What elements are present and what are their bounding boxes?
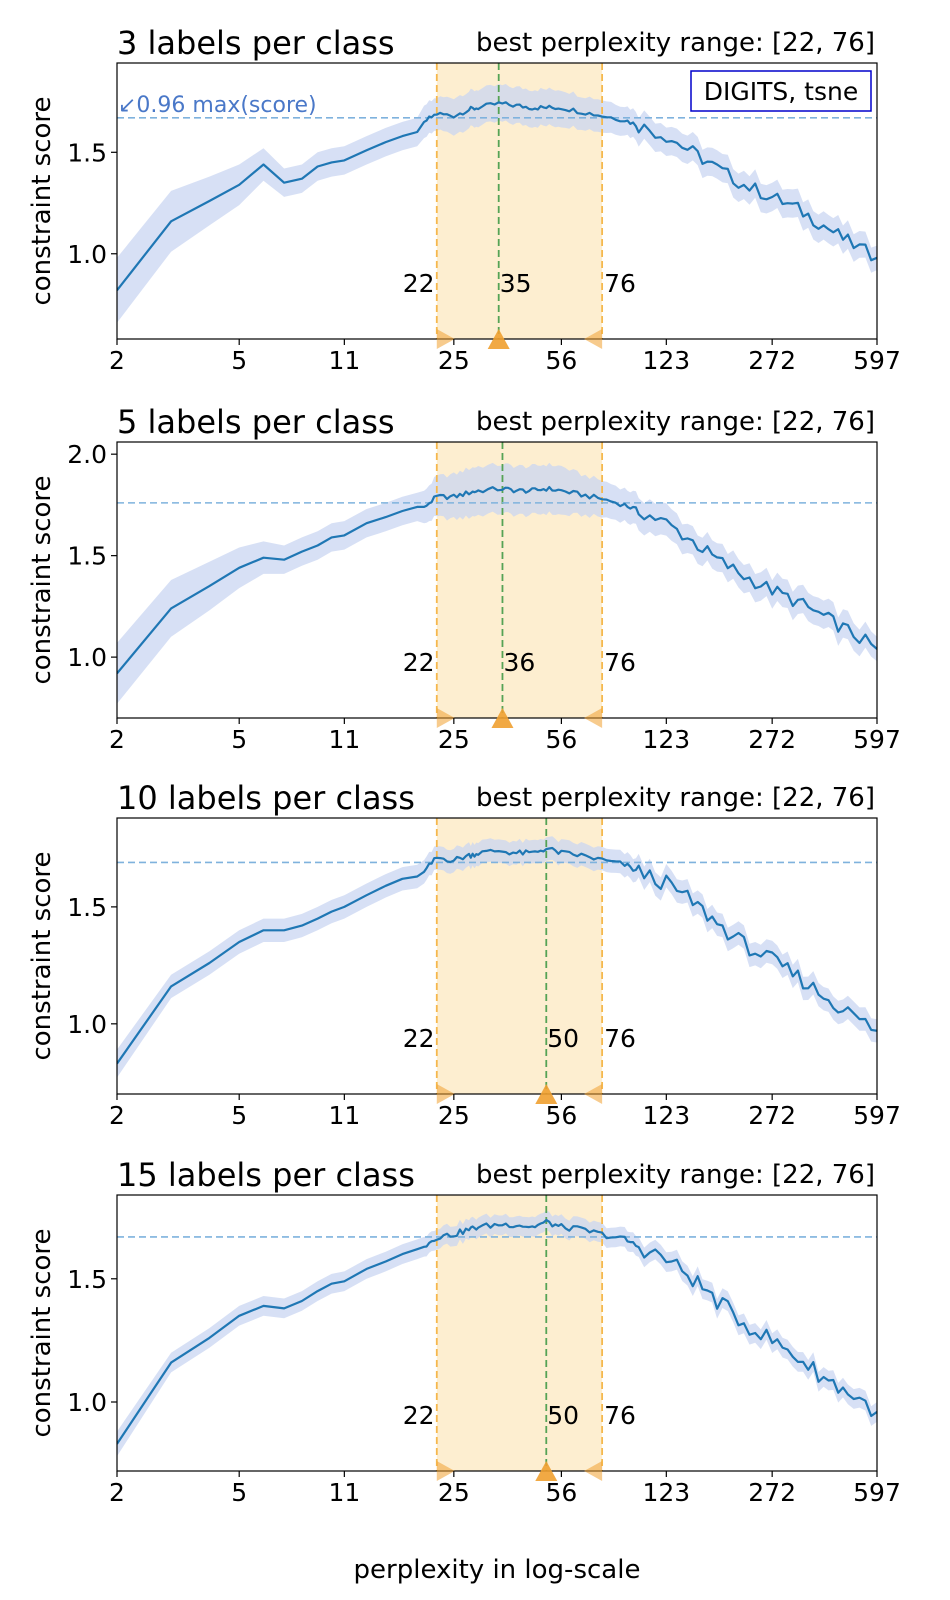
range-min-marker <box>436 1461 455 1481</box>
best-marker <box>487 329 510 349</box>
annotation-best: 50 <box>547 1401 579 1430</box>
error-band <box>117 836 877 1078</box>
x-tick-label: 123 <box>642 346 690 375</box>
annotation-range-max: 76 <box>604 269 636 298</box>
x-tick-label: 123 <box>642 1101 690 1130</box>
chart-subtitle: best perplexity range: [22, 76] <box>476 783 875 813</box>
annotation-range-max: 76 <box>604 1024 636 1053</box>
range-min-marker <box>436 1084 455 1104</box>
x-tick-label: 123 <box>642 1478 690 1507</box>
y-tick-label: 1.5 <box>67 893 107 922</box>
y-axis-label: constraint score <box>27 96 57 305</box>
plot-frame <box>116 817 878 1095</box>
y-tick-label: 1.0 <box>67 1010 107 1039</box>
x-tick-label: 272 <box>748 1478 796 1507</box>
x-tick-label: 5 <box>231 1478 247 1507</box>
y-tick-label: 1.5 <box>67 1265 107 1294</box>
x-axis-label: perplexity in log-scale <box>354 1555 641 1585</box>
x-tick-label: 597 <box>853 1478 901 1507</box>
annotation-range-max: 76 <box>604 648 636 677</box>
annotation-best: 35 <box>500 269 532 298</box>
x-tick-label: 123 <box>642 725 690 754</box>
annotation-best: 50 <box>547 1024 579 1053</box>
x-tick-label: 597 <box>853 725 901 754</box>
chart-title: 10 labels per class <box>117 779 415 817</box>
best-marker <box>491 708 514 728</box>
x-tick-label: 25 <box>438 1101 470 1130</box>
annotation-range-min: 22 <box>403 1401 435 1430</box>
chart-subtitle: best perplexity range: [22, 76] <box>476 407 875 437</box>
x-tick-label: 5 <box>231 725 247 754</box>
error-band <box>117 84 877 323</box>
annotation-range-min: 22 <box>403 269 435 298</box>
range-min-marker <box>436 708 455 728</box>
x-tick-label: 272 <box>748 725 796 754</box>
range-max-marker <box>584 1084 603 1104</box>
y-axis-label: constraint score <box>27 851 57 1060</box>
y-axis-label: constraint score <box>27 1228 57 1437</box>
x-tick-label: 2 <box>109 725 125 754</box>
x-tick-label: 2 <box>109 1101 125 1130</box>
y-axis-label: constraint score <box>27 475 57 684</box>
chart-subtitle: best perplexity range: [22, 76] <box>476 1160 875 1190</box>
annotation-range-min: 22 <box>403 648 435 677</box>
chart-title: 3 labels per class <box>117 24 395 62</box>
range-max-marker <box>584 329 603 349</box>
x-tick-label: 5 <box>231 1101 247 1130</box>
y-tick-label: 1.5 <box>67 138 107 167</box>
y-tick-label: 1.0 <box>67 240 107 269</box>
x-tick-label: 56 <box>545 1478 577 1507</box>
x-tick-label: 25 <box>438 346 470 375</box>
x-tick-label: 56 <box>545 1101 577 1130</box>
annotation-range-min: 22 <box>403 1024 435 1053</box>
x-tick-label: 597 <box>853 346 901 375</box>
plot-frame <box>116 1194 878 1472</box>
score-line <box>117 101 877 291</box>
range-max-marker <box>584 708 603 728</box>
x-tick-label: 2 <box>109 1478 125 1507</box>
chart-title: 5 labels per class <box>117 403 395 441</box>
x-tick-label: 272 <box>748 1101 796 1130</box>
legend-box <box>690 70 872 112</box>
chart-title: 15 labels per class <box>117 1156 415 1194</box>
y-tick-label: 1.0 <box>67 1388 107 1417</box>
score-line <box>117 1218 877 1445</box>
x-tick-label: 272 <box>748 346 796 375</box>
chart-subtitle: best perplexity range: [22, 76] <box>476 28 875 58</box>
x-tick-label: 25 <box>438 725 470 754</box>
score-line <box>117 846 877 1065</box>
y-tick-label: 1.5 <box>67 542 107 571</box>
error-band <box>117 1210 877 1457</box>
x-tick-label: 25 <box>438 1478 470 1507</box>
x-tick-label: 56 <box>545 346 577 375</box>
x-tick-label: 5 <box>231 346 247 375</box>
legend-text: DIGITS, tsne <box>704 77 858 106</box>
max-score-label: ↙0.96 max(score) <box>118 93 317 118</box>
x-tick-label: 11 <box>328 1478 360 1507</box>
x-tick-label: 2 <box>109 346 125 375</box>
best-marker <box>535 1461 558 1481</box>
range-max-marker <box>584 1461 603 1481</box>
y-tick-label: 2.0 <box>67 440 107 469</box>
range-min-marker <box>436 329 455 349</box>
x-tick-label: 11 <box>328 346 360 375</box>
x-tick-label: 11 <box>328 725 360 754</box>
x-tick-label: 56 <box>545 725 577 754</box>
x-tick-label: 597 <box>853 1101 901 1130</box>
x-tick-label: 11 <box>328 1101 360 1130</box>
best-marker <box>535 1084 558 1104</box>
y-tick-label: 1.0 <box>67 643 107 672</box>
annotation-best: 36 <box>503 648 535 677</box>
score-line <box>117 486 877 675</box>
error-band <box>117 462 877 704</box>
annotation-range-max: 76 <box>604 1401 636 1430</box>
